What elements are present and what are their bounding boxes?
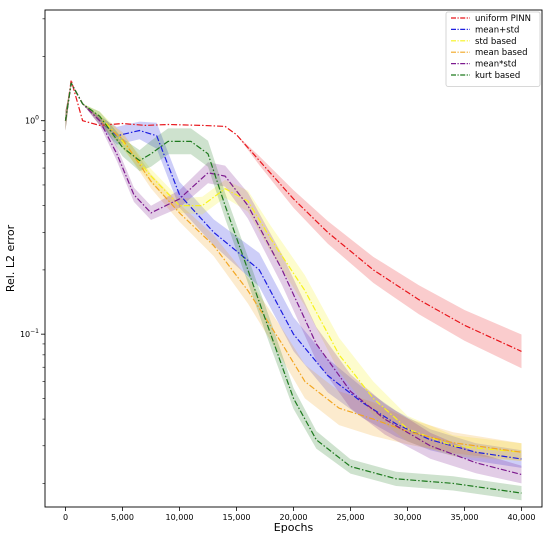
error-bands [65,80,522,501]
mean-std-band [65,83,522,484]
y-axis-title: Rel. L2 error [4,224,17,292]
std-based-line [64,82,522,453]
x-axis-title: Epochs [274,521,314,534]
x-axis: 0 5,000 10,000 15,000 20,000 25,000 30,000 35,0… [63,507,535,522]
x-tick-label: 0 [63,513,68,522]
x-tick-label: 20,000 [280,513,308,522]
x-tick-label: 15,000 [223,513,251,522]
legend-box [445,11,541,87]
mean-std-legend-label: mean*std [475,60,517,70]
kurt-based-line [64,82,522,494]
x-tick-label: 10,000 [166,513,194,522]
std-based-band [65,83,522,461]
series-lines [64,79,522,494]
y-tick-label: 100 [25,115,39,126]
x-tick-label: 25,000 [336,513,364,522]
mean-based-legend-label: mean based [475,48,527,58]
uniform-pinn-band [65,80,522,369]
kurt-based-legend-label: kurt based [475,71,520,81]
y-axis: 100 10−1 [20,18,45,484]
mean-std-legend-label: mean+std [475,25,519,35]
x-tick-label: 5,000 [111,513,134,522]
x-tick-label: 35,000 [450,513,478,522]
y-tick-label: 10−1 [20,328,39,339]
mean-std-line [64,82,522,476]
x-tick-label: 30,000 [393,513,421,522]
std-based-legend-label: std based [475,37,517,47]
uniform-pinn-legend-label: uniform PINN [475,14,531,24]
uniform-pinn-line [64,79,522,352]
x-tick-label: 40,000 [507,513,535,522]
